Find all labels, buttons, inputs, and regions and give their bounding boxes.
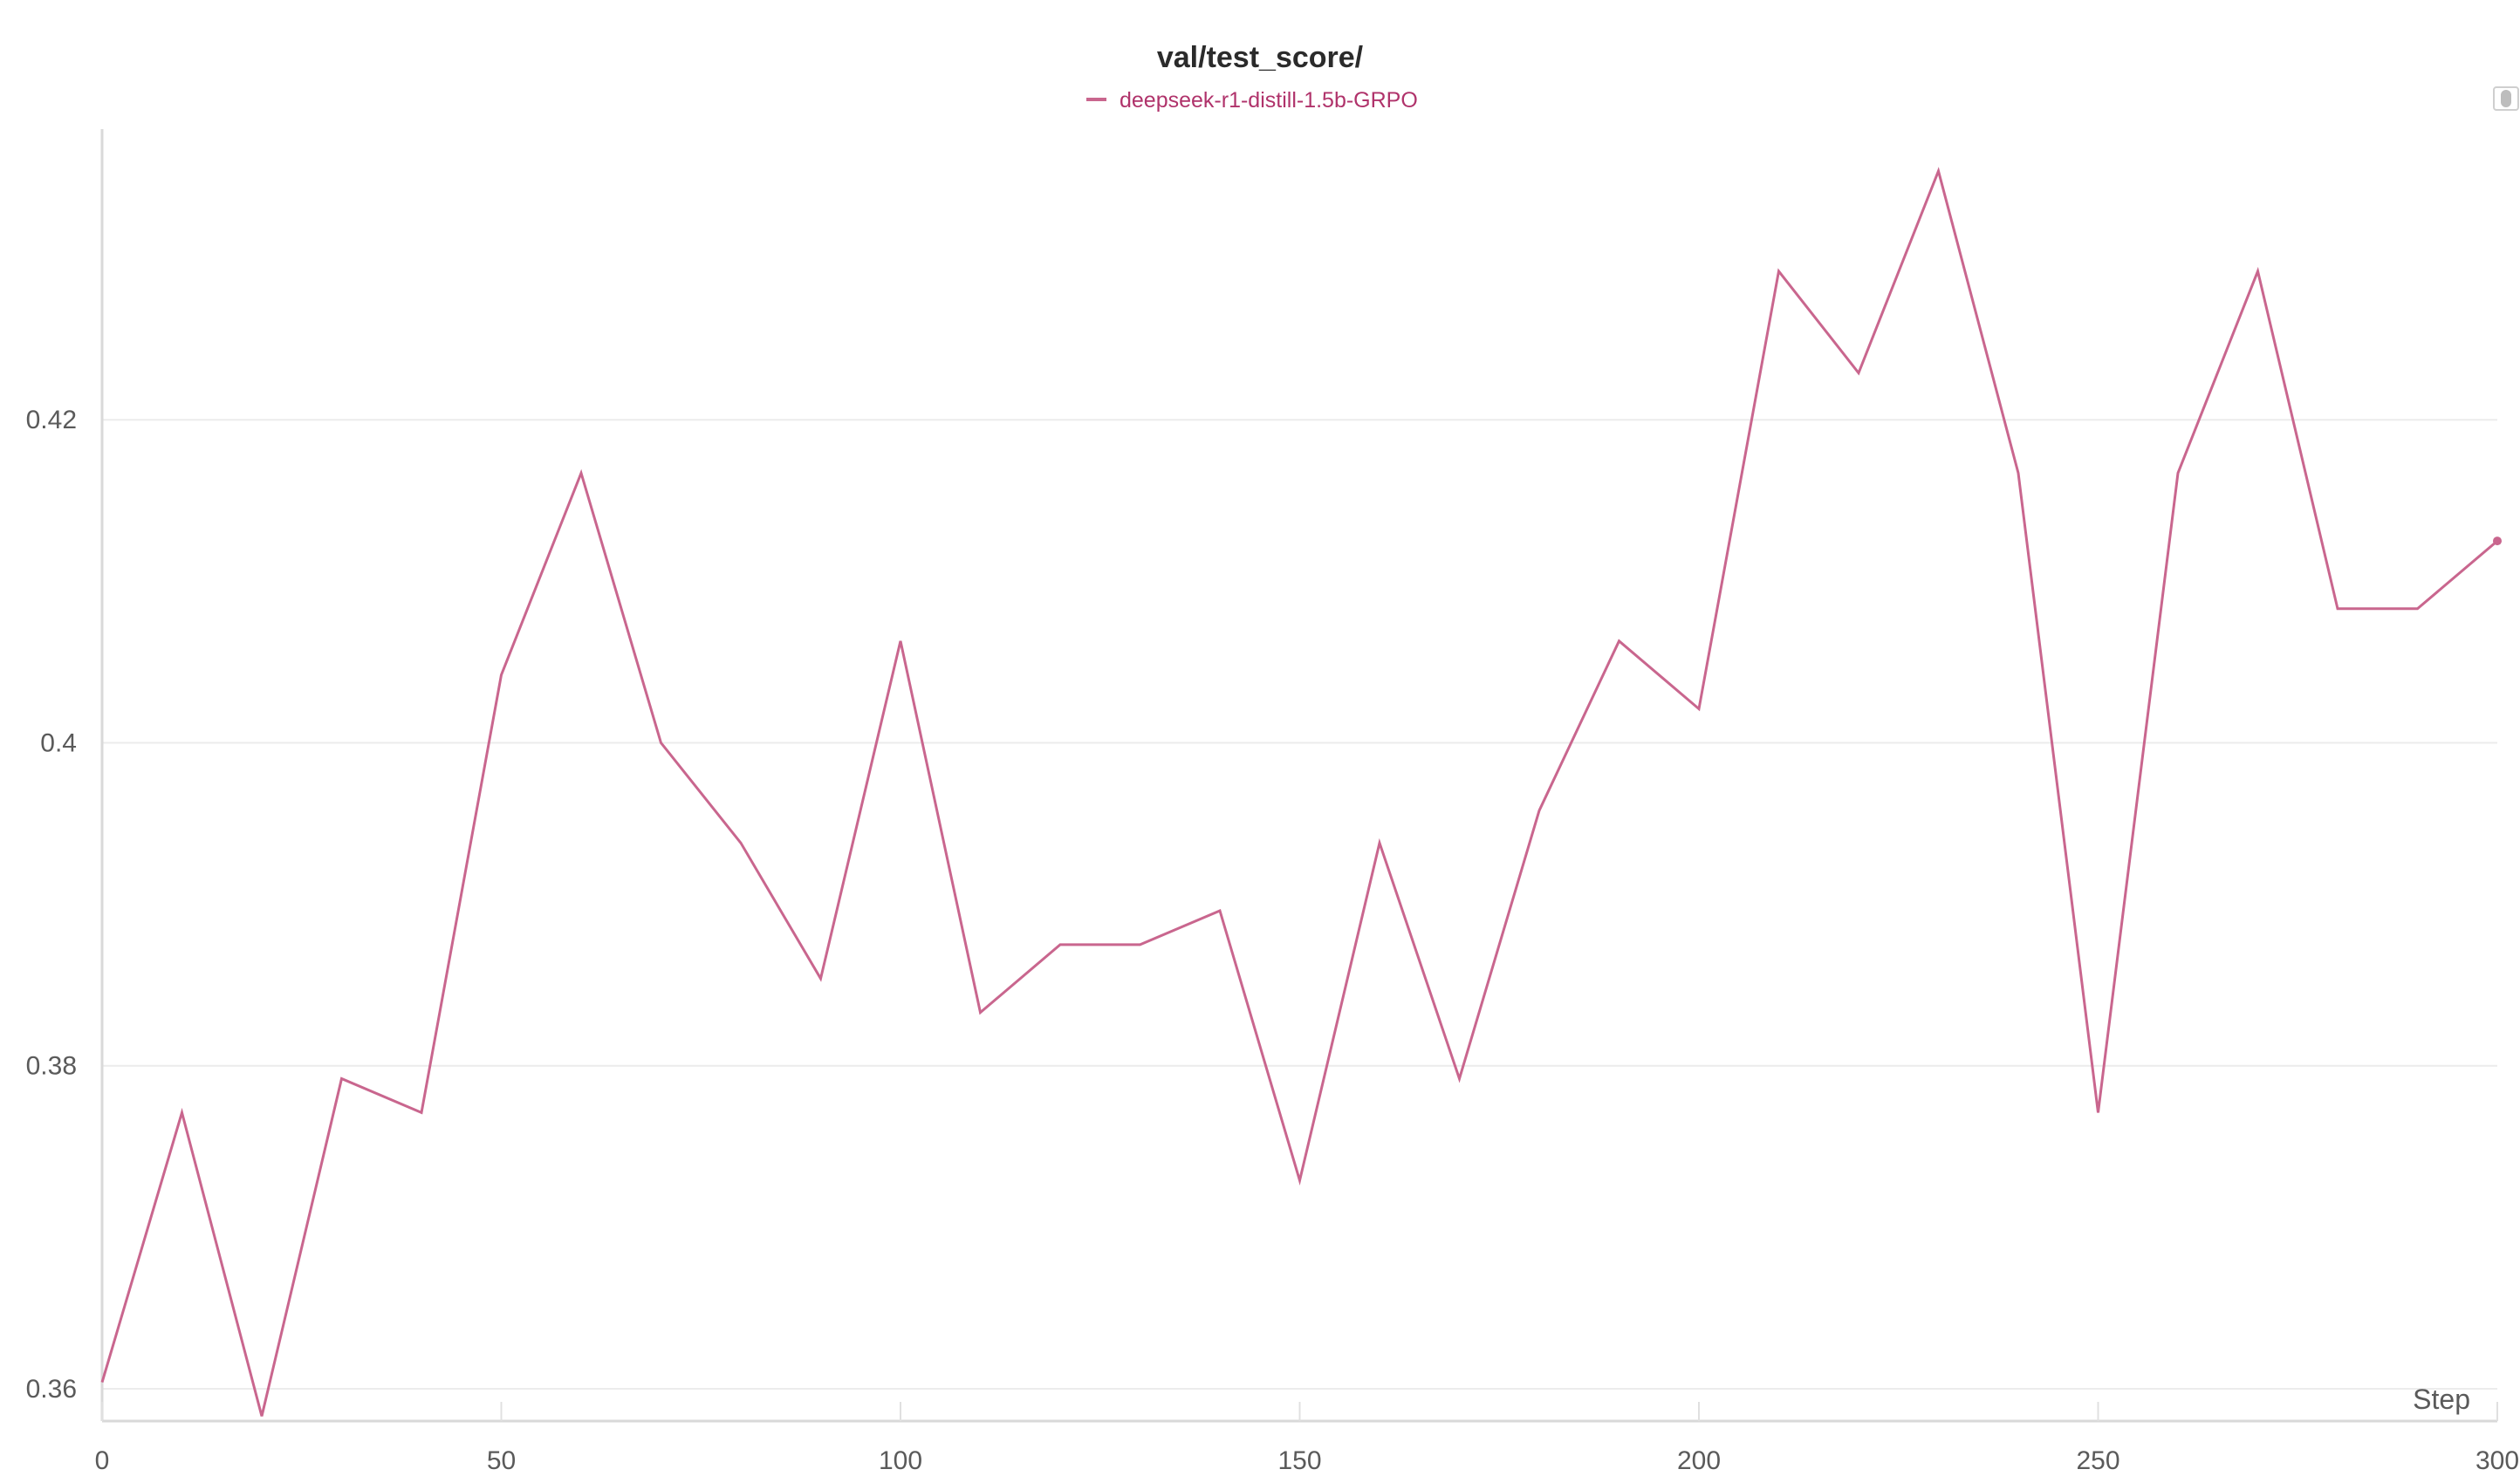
- x-tick-label: 200: [1677, 1446, 1721, 1475]
- last-point-marker[interactable]: [2493, 536, 2502, 546]
- x-axis-label: Step: [2413, 1384, 2470, 1415]
- axes: [100, 129, 2497, 1423]
- chart-title: val/test_score/: [1157, 41, 1364, 74]
- y-tick-label: 0.4: [40, 728, 77, 757]
- series-line[interactable]: [100, 167, 2498, 1417]
- x-tick-label: 0: [95, 1446, 110, 1475]
- legend-label: deepseek-r1-distill-1.5b-GRPO: [1120, 88, 1418, 113]
- y-tick-label: 0.42: [26, 406, 77, 434]
- x-tick-label: 50: [487, 1446, 516, 1475]
- legend[interactable]: deepseek-r1-distill-1.5b-GRPO: [1086, 88, 1418, 113]
- x-tick-label: 100: [879, 1446, 922, 1475]
- y-tick-label: 0.36: [26, 1375, 77, 1404]
- y-tick-label: 0.38: [26, 1052, 77, 1081]
- series-layer: [100, 167, 2502, 1417]
- tick-labels: 0.36 0.38 0.4 0.42 0 50 100 150 200 250 300: [26, 406, 2519, 1475]
- x-tick-label: 300: [2475, 1446, 2519, 1475]
- x-tick-label: 150: [1277, 1446, 1321, 1475]
- grid-lines: [102, 419, 2497, 1390]
- scroll-handle-thumb: [2501, 90, 2511, 107]
- x-tick-label: 250: [2076, 1446, 2119, 1475]
- scroll-handle[interactable]: [2493, 86, 2519, 111]
